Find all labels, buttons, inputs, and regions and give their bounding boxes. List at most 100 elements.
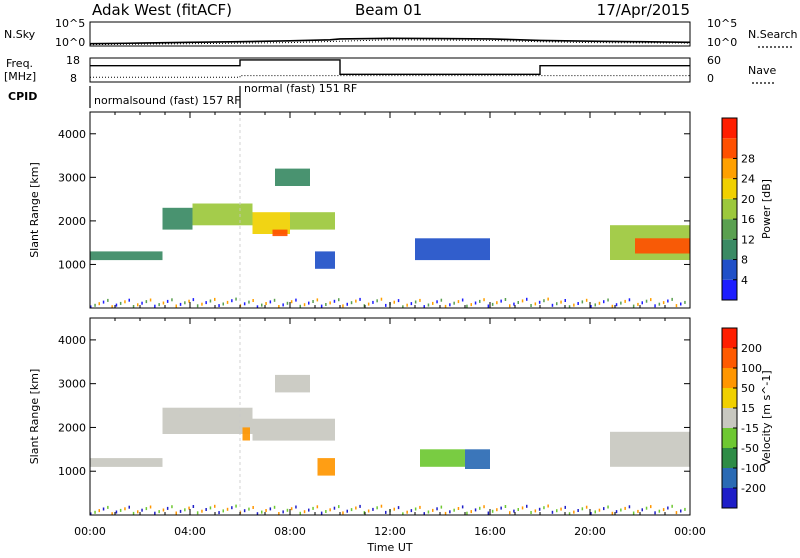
power-ground-speck xyxy=(252,299,254,302)
velocity-ground-speck xyxy=(470,510,472,514)
nsearch-tick-top: 10^5 xyxy=(707,17,737,30)
velocity-ground-speck xyxy=(192,505,195,508)
velocity-ground-speck xyxy=(102,507,105,511)
power-ground-speck xyxy=(500,299,502,303)
velocity-ground-speck xyxy=(342,511,344,515)
power-ground-speck xyxy=(675,304,678,308)
power-ground-speck xyxy=(359,297,361,301)
power-ground-speck xyxy=(312,300,314,303)
velocity-colorbar: -200 -100 -50 -15 15 50 100 200 Velocity [m s^-1… xyxy=(721,327,773,509)
power-ground-speck xyxy=(205,301,207,305)
velocity-ground-speck xyxy=(98,509,100,513)
velocity-ground-speck xyxy=(166,506,169,510)
velocity-echo-region-5 xyxy=(317,458,335,476)
nsky-strip xyxy=(89,21,691,47)
power-ground-speck xyxy=(209,299,212,303)
velocity-cbar-frame xyxy=(721,327,738,509)
velocity-ground-speck xyxy=(90,512,92,516)
freq-series-0 xyxy=(90,59,690,75)
power-ground-speck xyxy=(453,301,455,305)
power-ground-speck xyxy=(487,304,490,308)
power-cbar-cell-5 xyxy=(722,178,737,199)
time-tick-label-5: 20:00 xyxy=(574,525,606,538)
power-cbar-cell-7 xyxy=(722,138,737,159)
power-ground-speck xyxy=(620,301,622,305)
power-ground-speck xyxy=(564,299,566,302)
power-cbar-cell-4 xyxy=(722,198,737,220)
power-cbar-label-6: 28 xyxy=(741,152,755,165)
power-cbar-label-0: 4 xyxy=(741,274,748,287)
velocity-ground-speck xyxy=(367,509,370,513)
power-ground-speck xyxy=(436,300,438,304)
power-ground-speck xyxy=(102,300,105,304)
power-ground-speck xyxy=(222,302,224,306)
freq-tick-top: 18 xyxy=(66,54,80,67)
velocity-ground-speck xyxy=(299,511,301,515)
velocity-ytick-label-1: 2000 xyxy=(58,421,86,434)
velocity-echo-region-7 xyxy=(465,449,490,469)
power-ground-speck xyxy=(107,298,109,302)
velocity-cbar-label-0: -200 xyxy=(741,482,766,495)
velocity-echo-region-1 xyxy=(162,407,253,434)
velocity-ground-speck xyxy=(397,506,400,510)
power-ground-speck xyxy=(98,302,100,306)
power-ground-speck xyxy=(273,298,276,302)
power-ground-speck xyxy=(461,298,464,302)
power-ground-speck xyxy=(517,301,519,304)
power-ground-speck xyxy=(658,302,661,306)
power-cbar-title: Power [dB] xyxy=(760,179,773,239)
velocity-ground-speck xyxy=(573,510,575,514)
power-ground-speck xyxy=(346,302,348,306)
power-ground-speck xyxy=(667,299,669,303)
date-title: 17/Apr/2015 xyxy=(597,1,690,19)
velocity-cbar-cell-0 xyxy=(722,488,737,508)
velocity-ground-speck xyxy=(218,511,220,515)
power-ground-speck xyxy=(466,304,468,308)
power-ground-speck xyxy=(615,303,618,307)
velocity-ground-speck xyxy=(209,506,212,510)
power-ground-speck xyxy=(278,305,280,308)
power-ground-speck xyxy=(243,302,246,306)
power-ground-speck xyxy=(534,302,537,306)
power-ground-speck xyxy=(158,303,160,307)
power-ground-speck xyxy=(350,301,353,305)
velocity-ground-speck xyxy=(538,507,541,511)
power-ground-speck xyxy=(521,299,524,303)
power-ground-speck xyxy=(680,302,682,306)
power-ground-speck xyxy=(526,297,528,301)
power-ground-speck xyxy=(320,304,323,308)
velocity-ground-speck xyxy=(556,509,558,513)
power-cbar-cell-0 xyxy=(722,279,737,300)
power-ground-speck xyxy=(115,303,118,307)
power-ground-speck xyxy=(530,304,532,307)
velocity-ground-speck xyxy=(226,507,229,511)
power-ground-speck xyxy=(355,299,357,303)
power-ground-speck xyxy=(308,301,310,305)
velocity-ground-speck xyxy=(406,510,408,514)
velocity-ground-speck xyxy=(449,510,451,514)
power-ground-speck xyxy=(119,301,122,305)
power-ground-speck xyxy=(325,303,327,306)
velocity-ground-speck xyxy=(414,507,417,511)
power-ground-speck xyxy=(568,305,571,309)
velocity-ground-speck xyxy=(568,512,571,516)
power-ground-speck xyxy=(231,299,233,303)
power-cbar-label-1: 8 xyxy=(741,254,748,267)
velocity-ground-speck xyxy=(252,506,254,509)
power-ground-speck xyxy=(547,297,549,301)
freq-strip xyxy=(89,57,691,83)
velocity-ground-speck xyxy=(551,510,554,514)
velocity-cbar-label-4: 15 xyxy=(741,402,755,415)
power-cbar-cell-1 xyxy=(722,259,737,280)
velocity-ground-speck xyxy=(355,506,357,510)
power-echo-region-2 xyxy=(192,203,253,226)
beam-title: Beam 01 xyxy=(355,1,422,19)
power-ground-speck xyxy=(372,300,374,304)
velocity-ground-speck xyxy=(680,509,682,513)
velocity-ground-speck xyxy=(243,509,246,513)
velocity-ytick-label-0: 1000 xyxy=(58,465,86,478)
nsearch-label: N.Search xyxy=(748,28,798,41)
velocity-ground-speck xyxy=(376,506,378,510)
power-cbar-label-4: 20 xyxy=(741,193,755,206)
time-axis-ticks: 00:00 04:00 08:00 12:00 16:00 20:00 00:00 xyxy=(74,525,706,538)
